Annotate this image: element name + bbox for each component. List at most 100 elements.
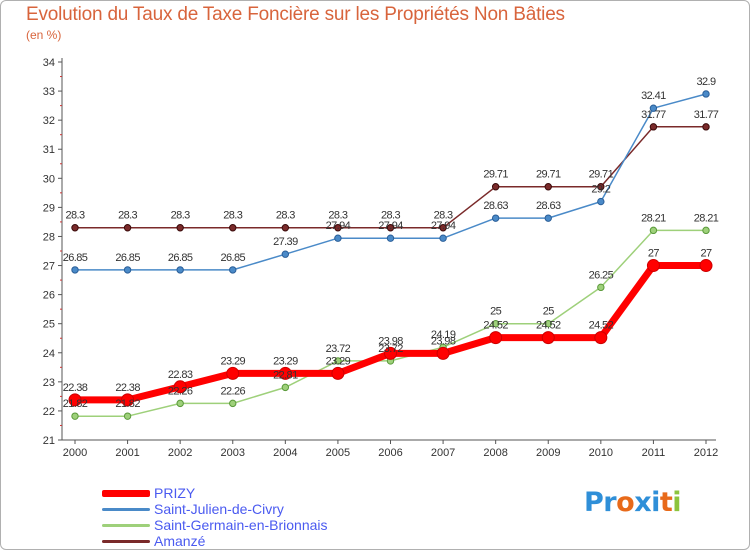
data-label-amanz-: 28.3 [276, 210, 295, 222]
data-point-saint-germain-en-brionnais [71, 412, 79, 420]
chart-title: Evolution du Taux de Taxe Foncière sur l… [26, 4, 565, 25]
data-label-amanz-: 29.71 [589, 169, 614, 181]
data-label-saint-germain-en-brionnais: 23.72 [326, 343, 351, 355]
data-point-saint-julien-de-civry [544, 214, 552, 222]
data-label-saint-germain-en-brionnais: 22.81 [273, 369, 298, 381]
data-point-prizy [489, 331, 503, 345]
data-label-amanz-: 28.3 [434, 210, 453, 222]
data-label-amanz-: 28.3 [381, 210, 400, 222]
data-label-saint-julien-de-civry: 26.85 [115, 252, 140, 264]
chart-subtitle: (en %) [26, 28, 62, 42]
data-label-amanz-: 29.71 [536, 169, 561, 181]
x-tick-label: 2000 [63, 447, 87, 459]
y-tick-label: 26 [43, 290, 55, 302]
x-tick-label: 2002 [168, 447, 192, 459]
data-label-prizy: 27 [648, 248, 660, 260]
data-label-prizy: 23.29 [220, 355, 245, 367]
data-point-prizy [646, 259, 660, 273]
x-tick-label: 2006 [378, 447, 402, 459]
x-tick-label: 2007 [431, 447, 455, 459]
x-tick-label: 2001 [115, 447, 139, 459]
data-point-prizy [594, 331, 608, 345]
x-tick-label: 2011 [642, 447, 666, 459]
data-label-prizy: 24.52 [483, 320, 508, 332]
data-point-saint-julien-de-civry [334, 234, 342, 242]
logo-letter: o [616, 487, 635, 518]
y-tick-label: 21 [43, 435, 55, 447]
data-label-saint-germain-en-brionnais: 21.82 [63, 398, 88, 410]
logo-letter: r [603, 487, 617, 518]
data-label-prizy: 24.52 [536, 320, 561, 332]
data-point-prizy [121, 393, 135, 407]
data-point-saint-julien-de-civry [702, 90, 710, 98]
data-label-saint-germain-en-brionnais: 25 [543, 306, 555, 318]
data-point-saint-germain-en-brionnais [597, 283, 605, 292]
data-point-saint-germain-en-brionnais [334, 357, 342, 365]
data-point-saint-germain-en-brionnais [123, 412, 132, 420]
x-tick-label: 2008 [483, 447, 507, 459]
y-tick-label: 24 [43, 348, 55, 360]
data-label-prizy: 22.83 [168, 369, 193, 381]
x-tick-label: 2009 [536, 447, 560, 459]
data-point-prizy [278, 366, 292, 380]
y-tick-label: 30 [43, 173, 55, 185]
data-label-saint-julien-de-civry: 27.94 [378, 220, 403, 232]
data-point-amanz- [702, 123, 710, 131]
x-tick-label: 2004 [273, 447, 297, 459]
data-label-amanz-: 31.77 [641, 109, 666, 121]
data-label-prizy: 23.98 [378, 335, 403, 347]
logo-letter: t [659, 487, 673, 518]
data-label-prizy: 22.38 [63, 382, 88, 394]
y-tick-label: 28 [43, 231, 55, 243]
data-point-amanz- [334, 224, 342, 232]
x-tick-label: 2010 [589, 447, 613, 459]
logo-letter: x [634, 487, 652, 518]
y-tick-label: 32 [43, 115, 55, 127]
data-point-amanz- [229, 224, 237, 232]
legend-label: Saint-Germain-en-Brionnais [154, 517, 328, 533]
y-tick-label: 22 [43, 406, 55, 418]
data-label-saint-julien-de-civry: 26.85 [168, 252, 193, 264]
y-tick-label: 34 [43, 57, 55, 69]
legend-swatch-saint-germain [102, 524, 150, 527]
data-point-amanz- [439, 224, 447, 232]
data-label-prizy: 23.98 [431, 335, 456, 347]
legend-swatch-amanze [102, 540, 150, 543]
data-label-saint-julien-de-civry: 32.41 [641, 90, 666, 102]
data-label-amanz-: 28.3 [328, 210, 347, 222]
data-label-saint-julien-de-civry: 32.9 [696, 76, 715, 88]
data-label-amanz-: 28.3 [118, 210, 137, 222]
data-label-saint-germain-en-brionnais: 22.26 [220, 385, 245, 397]
legend-label: Amanzé [154, 533, 206, 549]
data-point-saint-julien-de-civry [176, 266, 184, 274]
logo-letter: i [672, 487, 682, 518]
data-label-saint-julien-de-civry: 28.63 [483, 200, 508, 212]
y-tick-label: 33 [43, 86, 55, 98]
data-label-saint-germain-en-brionnais: 28.21 [694, 212, 719, 224]
data-label-saint-julien-de-civry: 26.85 [220, 252, 245, 264]
x-tick-label: 2012 [694, 447, 718, 459]
data-point-saint-germain-en-brionnais [544, 319, 552, 328]
data-point-prizy [226, 366, 240, 380]
data-label-saint-julien-de-civry: 27.39 [273, 236, 298, 248]
legend-swatch-saint-julien [102, 508, 150, 511]
y-tick-label: 29 [43, 202, 55, 214]
data-label-prizy: 24.52 [589, 320, 614, 332]
data-point-amanz- [491, 183, 500, 191]
data-point-prizy [68, 393, 82, 407]
data-point-saint-germain-en-brionnais [649, 226, 658, 235]
data-point-saint-germain-en-brionnais [229, 399, 237, 408]
data-label-saint-germain-en-brionnais: 28.21 [641, 212, 666, 224]
data-label-saint-julien-de-civry: 27.94 [326, 220, 351, 232]
data-point-prizy [331, 366, 345, 380]
data-point-saint-germain-en-brionnais [281, 383, 290, 392]
data-label-saint-julien-de-civry: 28.63 [536, 200, 561, 212]
data-label-prizy: 27 [700, 248, 712, 260]
data-point-saint-julien-de-civry [123, 266, 132, 274]
data-point-prizy [436, 346, 450, 360]
data-label-prizy: 23.29 [326, 355, 351, 367]
data-point-saint-julien-de-civry [491, 214, 500, 222]
x-tick-label: 2005 [326, 447, 350, 459]
data-point-saint-julien-de-civry [386, 234, 395, 242]
